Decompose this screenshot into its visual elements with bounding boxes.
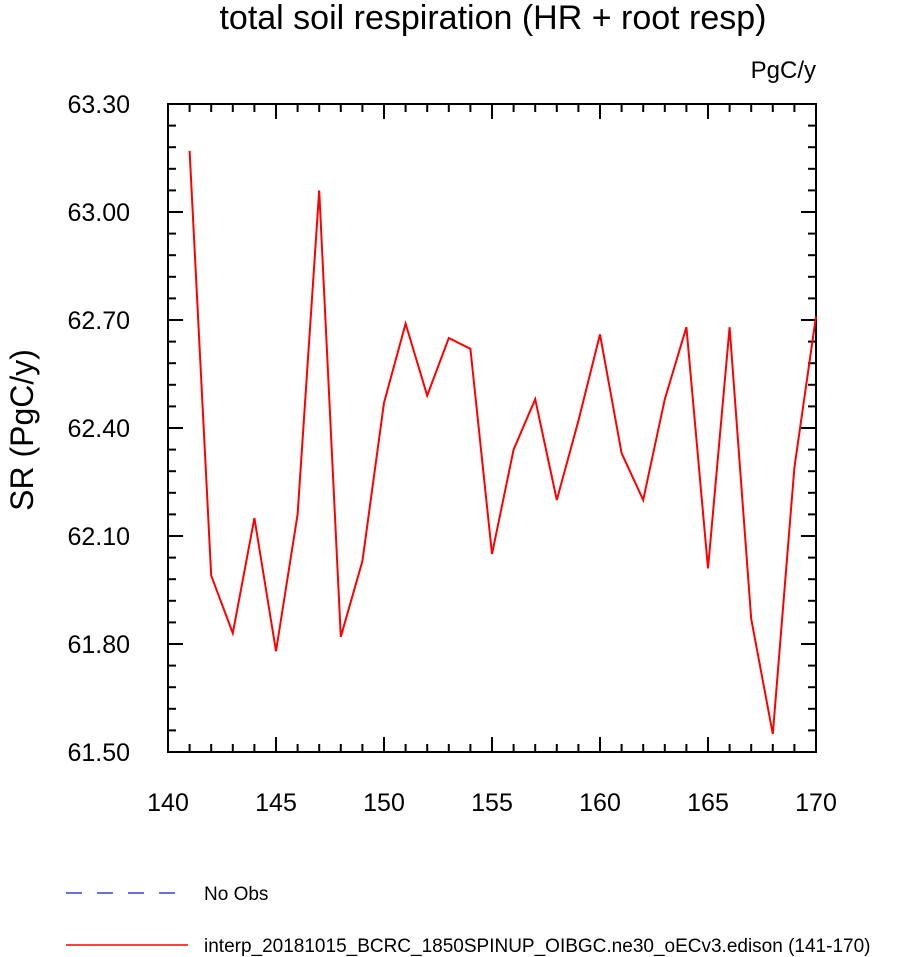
units-label: PgC/y — [751, 57, 816, 84]
x-tick-label: 170 — [795, 789, 837, 817]
x-tick-labels: 140 145 150 155 160 165 170 — [147, 789, 837, 817]
y-axis-label: SR (PgC/y) — [4, 349, 40, 511]
legend-label: interp_20181015_BCRC_1850SPINUP_OIBGC.ne… — [204, 936, 870, 957]
x-tick-label: 140 — [147, 789, 189, 817]
y-tick-label: 63.30 — [67, 91, 130, 119]
plot-frame — [167, 103, 817, 753]
x-tick-label: 165 — [687, 789, 729, 817]
legend: No Obs interp_20181015_BCRC_1850SPINUP_OI… — [66, 884, 870, 957]
y-tick-label: 61.50 — [67, 739, 130, 767]
legend-label: No Obs — [204, 884, 268, 905]
axis-ticks — [167, 103, 817, 753]
x-tick-label: 160 — [579, 789, 621, 817]
series-layer — [188, 150, 817, 735]
series-line — [188, 150, 817, 735]
y-tick-label: 62.10 — [67, 523, 130, 551]
x-tick-label: 155 — [471, 789, 513, 817]
y-tick-label: 63.00 — [67, 199, 130, 227]
y-tick-label: 61.80 — [67, 631, 130, 659]
x-tick-label: 150 — [363, 789, 405, 817]
chart-title: total soil respiration (HR + root resp) — [219, 0, 766, 37]
y-tick-label: 62.40 — [67, 415, 130, 443]
x-tick-label: 145 — [255, 789, 297, 817]
y-tick-label: 62.70 — [67, 307, 130, 335]
y-tick-labels: 61.50 61.80 62.10 62.40 62.70 63.00 63.30 — [67, 91, 130, 767]
